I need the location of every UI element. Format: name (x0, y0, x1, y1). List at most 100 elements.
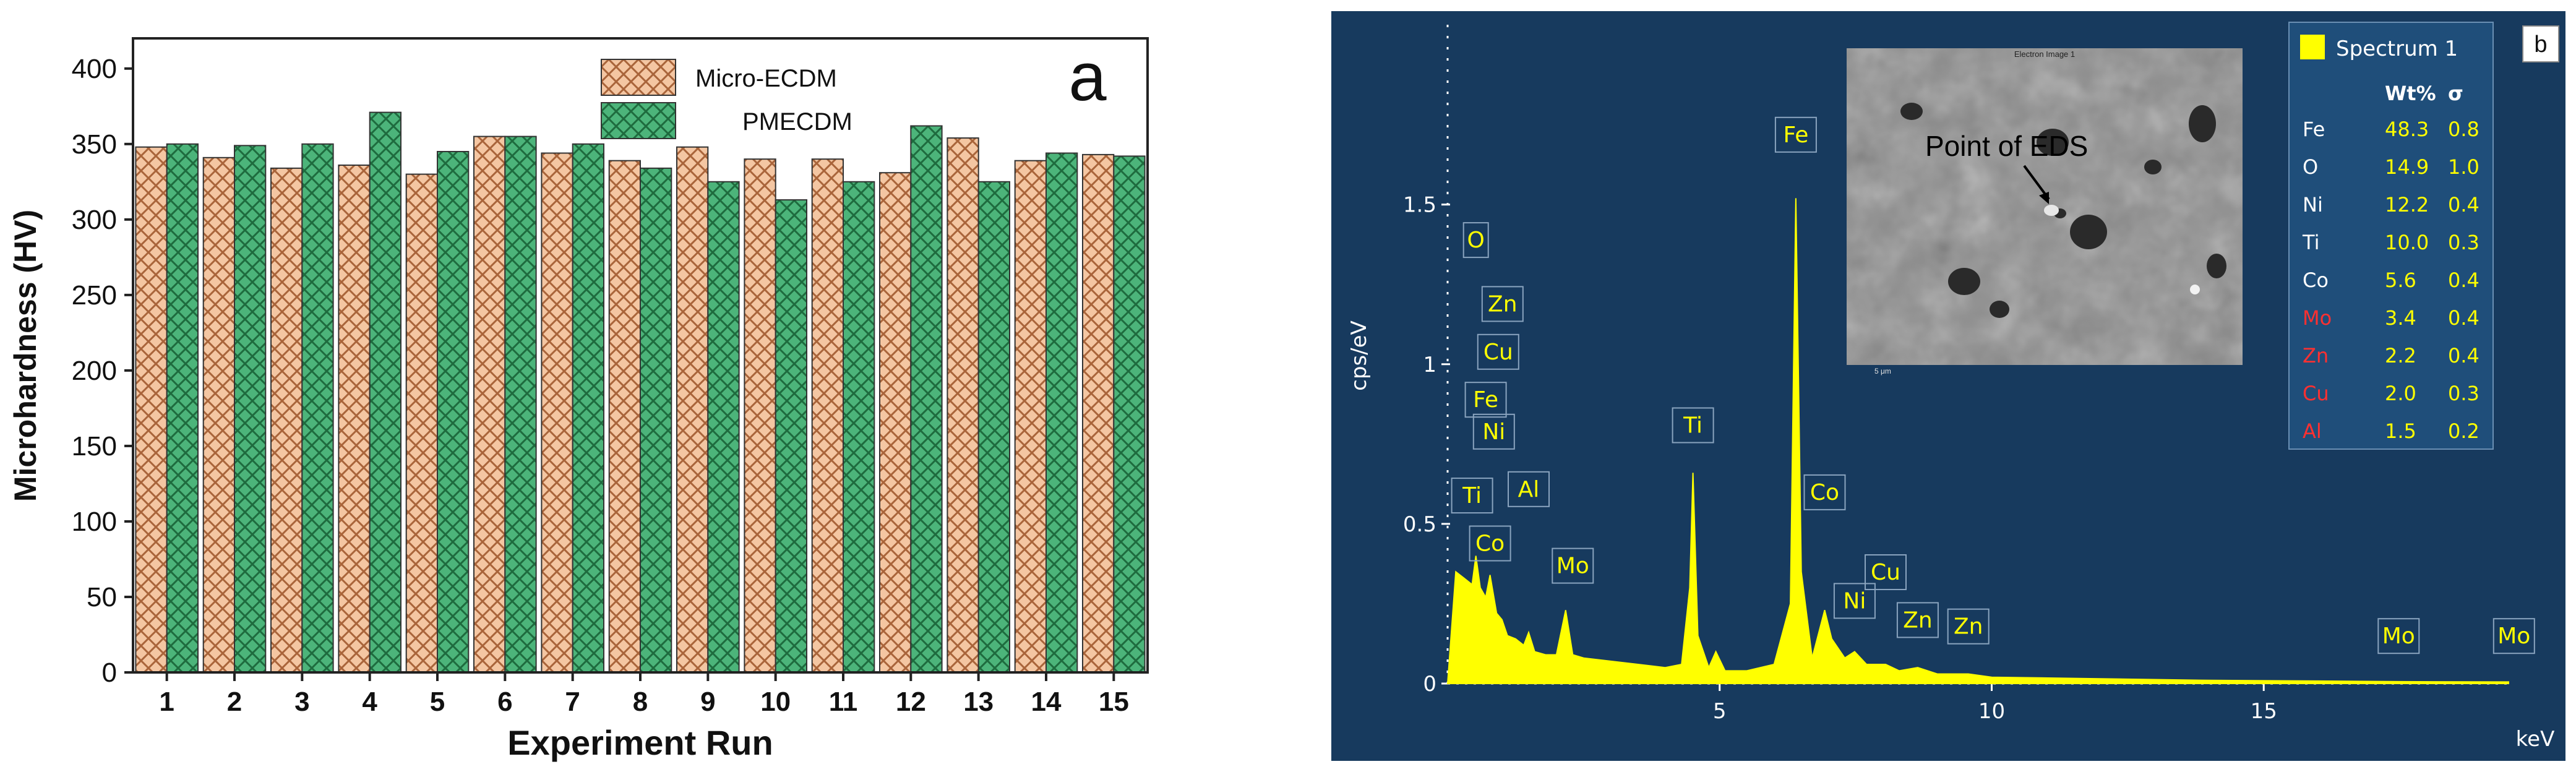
spectrum-x-tick-label: 15 (2251, 699, 2277, 724)
spectrum-swatch (2300, 35, 2325, 59)
results-wt-ti: 10.0 (2385, 231, 2429, 254)
bar-micro-ecdm-run-2 (202, 157, 236, 674)
results-wt-ni: 12.2 (2385, 193, 2429, 217)
bar-pmecdm-run-1 (166, 143, 199, 674)
spectrum-x-tick-label: 10 (1978, 699, 2005, 724)
results-element-cu: Cu (2303, 382, 2329, 405)
x-tick-label: 3 (294, 687, 309, 717)
peak-label-zn: Zn (1481, 286, 1524, 322)
y-tick-label: 200 (72, 356, 117, 386)
results-sigma-o: 1.0 (2448, 155, 2479, 179)
peak-label-box (1481, 286, 1524, 322)
peak-label-text: Mo (2497, 624, 2530, 649)
results-wt-mo: 3.4 (2385, 306, 2416, 330)
peak-label-box (1464, 382, 1507, 418)
peak-label-o: O (1462, 222, 1489, 259)
peak-label-box (1947, 608, 1990, 645)
peak-label-box (1865, 554, 1907, 590)
results-wt-zn: 2.2 (2385, 344, 2416, 367)
x-tick-label: 10 (760, 687, 791, 717)
results-element-mo: Mo (2303, 306, 2332, 330)
peak-label-box (1833, 583, 1876, 619)
peak-label-cu: Cu (1865, 554, 1907, 590)
results-sigma-al: 0.2 (2448, 419, 2479, 443)
x-tick-label: 2 (227, 687, 242, 717)
bar-micro-ecdm-run-14 (1014, 160, 1047, 673)
x-tick-label: 9 (700, 687, 715, 717)
x-tick-label: 7 (565, 687, 580, 717)
bar-pmecdm-run-15 (1113, 155, 1146, 673)
peak-label-box (1774, 116, 1817, 153)
y-tick-label: 350 (72, 129, 117, 160)
y-axis: 0 50 100 150 200 250 300 350 400 (72, 54, 133, 688)
y-tick-label: 0 (102, 658, 117, 688)
legend-swatch-pmecdm (601, 102, 676, 139)
peak-label-box (1508, 471, 1550, 507)
x-tick-label: 15 (1099, 687, 1129, 717)
spectrum-x-axis-title: keV (2516, 727, 2555, 752)
results-sigma-cu: 0.3 (2448, 382, 2479, 405)
bar-pmecdm-run-14 (1045, 152, 1078, 673)
peak-label-text: Co (1810, 480, 1839, 505)
x-tick-label: 11 (829, 687, 858, 717)
peak-label-zn: Zn (1947, 608, 1990, 645)
peak-label-text: O (1467, 228, 1485, 253)
spectrum-y-axis-title: cps/eV (1347, 320, 1372, 391)
peak-label-co: Co (1803, 474, 1846, 510)
peak-label-box (1672, 407, 1714, 444)
peak-label-text: Co (1475, 531, 1505, 557)
x-tick-label: 12 (896, 687, 926, 717)
panel-label-b-box (2522, 25, 2559, 62)
results-table-title: Spectrum 1 (2336, 36, 2458, 61)
peak-label-text: Mo (1556, 554, 1589, 579)
spectrum-y-tick-label: 1 (1423, 353, 1436, 377)
results-wt-o: 14.9 (2385, 155, 2429, 179)
bar-micro-ecdm-run-15 (1082, 153, 1115, 673)
results-element-o: O (2303, 155, 2318, 179)
spectrum-y-tick-label: 0 (1423, 672, 1436, 697)
bar-micro-ecdm-run-12 (879, 172, 912, 673)
spectrum-y-tick-label: 0.5 (1403, 512, 1436, 537)
x-tick-label: 8 (633, 687, 648, 717)
bar-pmecdm-run-7 (572, 143, 605, 674)
peak-label-zn: Zn (1896, 602, 1939, 638)
results-table: Spectrum 1 Wt% σ Fe 48.3 0.8 O 14.9 1.0 Ni 12.2… (2288, 22, 2494, 450)
peak-label-text: Ti (1683, 413, 1702, 439)
peak-label-text: Zn (1903, 607, 1932, 633)
x-axis-title: Experiment Run (507, 723, 773, 762)
x-tick-label: 13 (963, 687, 994, 717)
results-sigma-ni: 0.4 (2448, 193, 2479, 217)
results-sigma-ti: 0.3 (2448, 231, 2479, 254)
peak-label-text: Mo (2382, 624, 2415, 649)
y-axis-title: Microhardness (HV) (8, 210, 43, 502)
sem-header-caption: Electron Image 1 (2014, 49, 2075, 59)
y-tick-label: 50 (87, 582, 117, 612)
results-element-co: Co (2303, 268, 2329, 292)
peak-label-mo: Mo (2377, 618, 2420, 654)
sem-pores (1900, 103, 2226, 318)
peak-label-box (1803, 474, 1846, 510)
peak-label-box (2492, 618, 2535, 654)
peak-label-fe: Fe (1464, 382, 1507, 418)
results-element-fe: Fe (2303, 118, 2325, 141)
bar-pmecdm-run-5 (437, 151, 470, 673)
bar-pmecdm-run-11 (843, 181, 875, 673)
peak-label-ni: Ni (1472, 413, 1515, 450)
point-of-eds-label: Point of EDS (1925, 130, 2088, 162)
legend-label-pmecdm: PMECDM (742, 108, 852, 135)
bar-plot-area (135, 111, 1146, 674)
bar-micro-ecdm-run-10 (744, 158, 776, 673)
results-sigma-co: 0.4 (2448, 268, 2479, 292)
spectrum-trace (1446, 198, 2509, 684)
results-col-sigma: σ (2448, 82, 2463, 105)
peak-label-box (1477, 333, 1519, 370)
peak-label-text: Cu (1483, 340, 1513, 365)
bar-pmecdm-run-13 (977, 181, 1010, 673)
y-tick-label: 400 (72, 54, 117, 84)
results-element-ti: Ti (2302, 231, 2319, 254)
sem-footer-caption: 5 μm (1874, 367, 1891, 375)
results-col-wt: Wt% (2385, 82, 2436, 105)
spectrum-x-tick-label: 5 (1713, 699, 1727, 724)
